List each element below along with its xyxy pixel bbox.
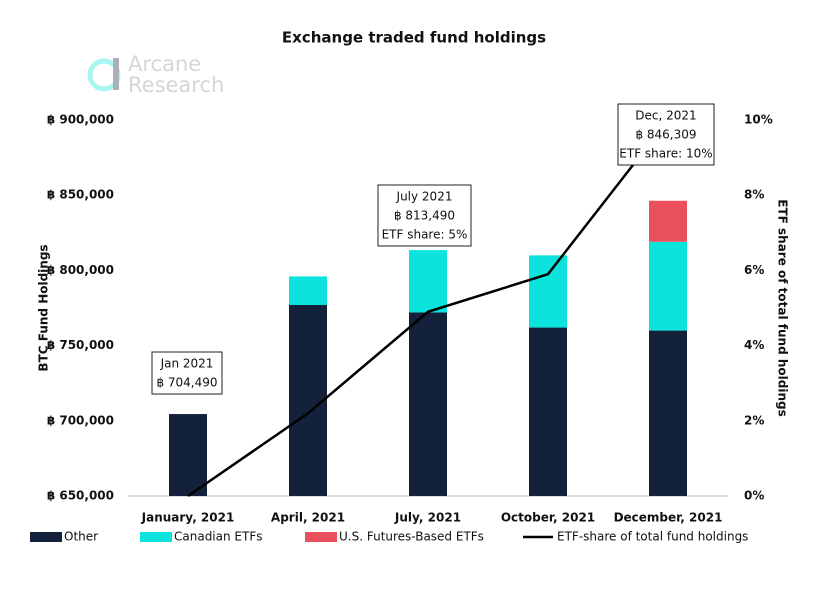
- legend-label: Canadian ETFs: [174, 530, 262, 544]
- y2-tick-label: 4%: [744, 338, 764, 352]
- annotation-box: [151, 351, 223, 395]
- x-tick-label: December, 2021: [614, 511, 723, 525]
- y2-tick-label: 0%: [744, 489, 764, 503]
- bar-segment: [649, 200, 687, 242]
- y-tick-label: ฿ 650,000: [47, 489, 114, 503]
- x-tick-label: October, 2021: [501, 511, 595, 525]
- legend-swatch: [305, 532, 337, 542]
- bar-segment: [169, 414, 207, 496]
- annotation-text: ฿ 704,490: [156, 376, 217, 390]
- annotation-text: ฿ 813,490: [394, 209, 455, 223]
- y2-tick-label: 2%: [744, 413, 764, 427]
- legend-label: ETF-share of total fund holdings: [557, 530, 748, 544]
- annotation-box: [617, 103, 715, 166]
- legend-label: Other: [64, 530, 98, 544]
- annotation-text: Jan 2021: [160, 357, 214, 371]
- logo-text: Arcane: [128, 52, 201, 76]
- chart-title: Exchange traded fund holdings: [282, 29, 546, 47]
- y2-axis-title: ETF share of total fund holdings: [776, 199, 790, 416]
- annotation-text: ฿ 846,309: [635, 128, 696, 142]
- x-tick-label: January, 2021: [141, 511, 235, 525]
- annotation-text: July 2021: [396, 190, 453, 204]
- y-tick-label: ฿ 750,000: [47, 338, 114, 352]
- bar-segment: [529, 327, 567, 496]
- y-tick-label: ฿ 850,000: [47, 188, 114, 202]
- logo-icon: [113, 58, 119, 90]
- bar-segment: [649, 241, 687, 331]
- x-tick-label: April, 2021: [271, 511, 345, 525]
- y2-tick-label: 10%: [744, 113, 773, 127]
- annotation-text: Dec, 2021: [635, 109, 696, 123]
- x-tick-label: July, 2021: [394, 511, 461, 525]
- logo-text: Research: [128, 73, 224, 97]
- y-tick-label: ฿ 900,000: [47, 113, 114, 127]
- y2-tick-label: 8%: [744, 188, 764, 202]
- bar-segment: [409, 250, 447, 313]
- bar-segment: [529, 255, 567, 328]
- legend-swatch: [30, 532, 62, 542]
- y-tick-label: ฿ 700,000: [47, 413, 114, 427]
- legend-label: U.S. Futures-Based ETFs: [339, 530, 484, 544]
- y2-tick-label: 6%: [744, 263, 764, 277]
- annotation-text: ETF share: 10%: [619, 147, 712, 161]
- y-axis-title: BTC Fund Holdings: [37, 244, 51, 371]
- bar-segment: [289, 276, 327, 305]
- legend-swatch: [140, 532, 172, 542]
- bar-segment: [289, 304, 327, 496]
- annotation-box: [377, 184, 472, 247]
- logo-icon: [87, 58, 121, 92]
- bar-segment: [409, 312, 447, 496]
- y-tick-label: ฿ 800,000: [47, 263, 114, 277]
- annotation-text: ETF share: 5%: [382, 228, 468, 242]
- line-series: [187, 119, 669, 498]
- bar-segment: [649, 330, 687, 496]
- logo: Arcane Research: [87, 52, 224, 97]
